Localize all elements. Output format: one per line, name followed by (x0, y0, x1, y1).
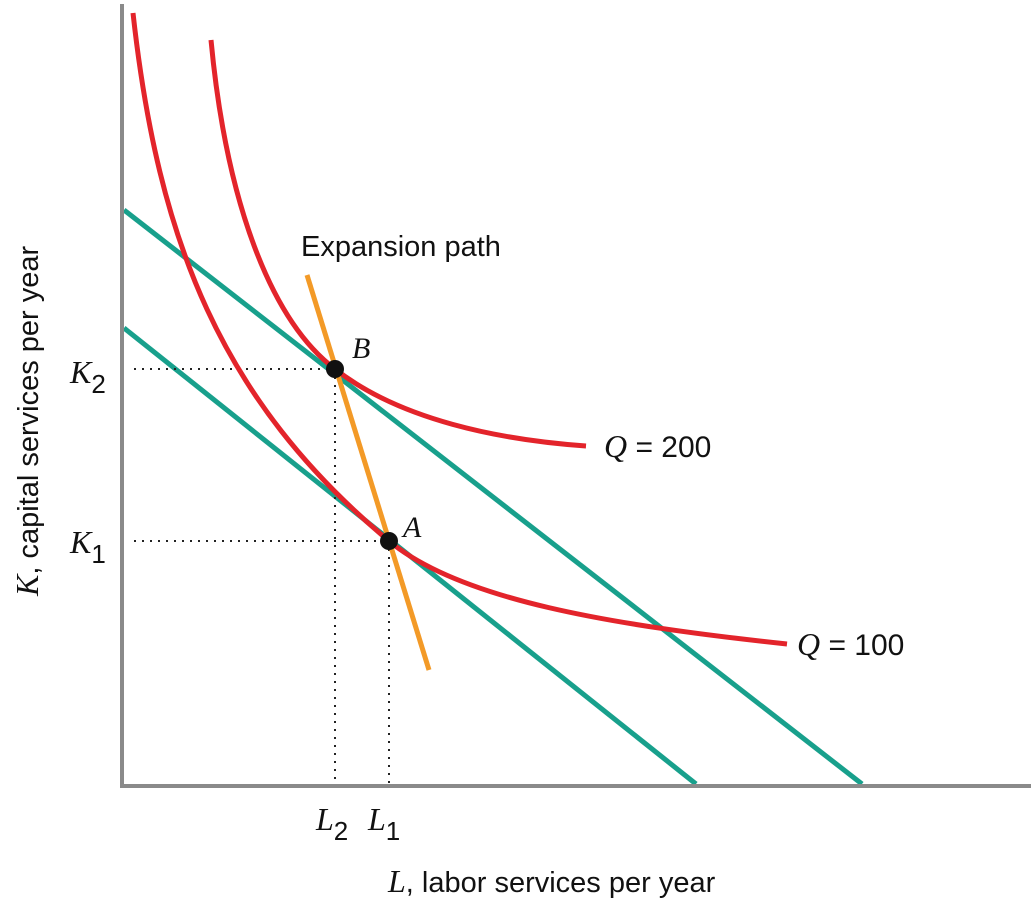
point-a-label: A (401, 511, 422, 544)
point-b (326, 360, 344, 378)
l1-sub: 1 (386, 816, 400, 846)
expansion-path-label: Expansion path (301, 231, 501, 263)
y-axis-var: K (9, 573, 45, 597)
k1-sub: 1 (91, 539, 105, 569)
isocost-line-high (122, 208, 864, 786)
l2-tick-label: L2 (315, 801, 348, 846)
l2-sub: 2 (334, 816, 348, 846)
point-b-label: B (352, 332, 370, 365)
k2-var: K (69, 354, 93, 390)
isoquant-q100-var: Q (797, 626, 820, 662)
x-axis-var: L (387, 863, 406, 899)
isoquant-q200-var: Q (604, 428, 627, 464)
isoquant-q200-label: Q = 200 (604, 428, 711, 464)
isoquant-q100-label: Q = 100 (797, 626, 904, 662)
k1-tick-label: K1 (69, 524, 106, 569)
isoquant-q100 (130, 12, 788, 647)
y-axis-text: , capital services per year (13, 246, 45, 575)
expansion-path-line (304, 274, 432, 671)
l1-tick-label: L1 (367, 801, 400, 846)
k2-sub: 2 (91, 369, 105, 399)
point-a (380, 532, 398, 550)
isoquant-q100-value: = 100 (820, 629, 904, 662)
y-axis-title: K, capital services per year (9, 246, 45, 597)
l2-var: L (315, 801, 334, 837)
k1-var: K (69, 524, 93, 560)
l1-var: L (367, 801, 386, 837)
x-axis-text: , labor services per year (406, 867, 716, 899)
x-axis-title: L, labor services per year (387, 863, 716, 899)
k2-tick-label: K2 (69, 354, 106, 399)
isoquant-q200-value: = 200 (627, 431, 711, 464)
